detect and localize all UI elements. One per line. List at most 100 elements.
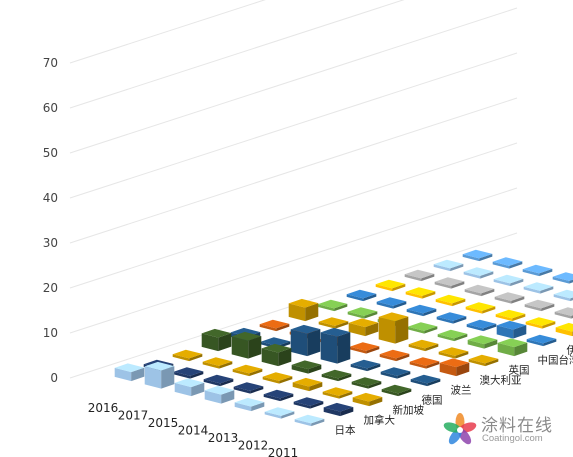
bar-front bbox=[496, 325, 514, 339]
bar-front bbox=[290, 329, 308, 357]
bar-top bbox=[409, 357, 440, 366]
bar-side bbox=[366, 346, 380, 354]
bar-front bbox=[376, 301, 394, 309]
bar-top bbox=[437, 329, 468, 339]
bar-日本-2012 bbox=[264, 407, 295, 419]
bar-日本-2017 bbox=[144, 361, 175, 389]
bar-front bbox=[321, 374, 339, 382]
bar-加拿大-2013 bbox=[263, 389, 294, 402]
bar-front bbox=[435, 299, 453, 307]
bar-美国-2017 bbox=[434, 277, 465, 289]
bar-side bbox=[307, 329, 321, 357]
bar-side bbox=[368, 381, 382, 389]
bar-top bbox=[262, 372, 293, 381]
bar-top bbox=[346, 289, 377, 299]
bar-front bbox=[464, 289, 482, 297]
bar-top bbox=[233, 382, 264, 391]
bar-front bbox=[495, 314, 513, 322]
bar-side bbox=[423, 308, 437, 317]
bar-波兰-2013 bbox=[350, 359, 381, 372]
bar-新加坡-2014 bbox=[262, 372, 293, 384]
bar-德国-2011 bbox=[381, 384, 412, 397]
bar-top bbox=[264, 407, 295, 416]
bar-side bbox=[337, 332, 351, 364]
bar-韩国-2013 bbox=[495, 309, 526, 322]
bar-side bbox=[251, 402, 265, 412]
bar-top bbox=[318, 317, 349, 326]
bar-side bbox=[396, 353, 410, 362]
bar-日本-2016 bbox=[114, 363, 145, 382]
bar-韩国-2015 bbox=[435, 294, 466, 307]
bar-top bbox=[261, 343, 292, 353]
bar-top bbox=[320, 327, 351, 337]
bar-side bbox=[543, 338, 557, 347]
bar-side bbox=[338, 373, 352, 382]
bar-top bbox=[292, 377, 323, 387]
bar-top bbox=[348, 318, 379, 328]
bar-side bbox=[421, 273, 435, 282]
bar-top bbox=[294, 414, 325, 424]
x-tick-label: 2017 bbox=[118, 408, 149, 422]
bar-top bbox=[349, 342, 380, 351]
bar-front bbox=[264, 411, 282, 419]
bar-side bbox=[483, 323, 497, 332]
bar-top bbox=[465, 302, 496, 311]
bar-side bbox=[539, 268, 553, 277]
bar-front bbox=[524, 304, 542, 312]
bar-front bbox=[347, 311, 365, 319]
bar-新加坡-2013 bbox=[292, 377, 323, 392]
bar-side bbox=[367, 363, 381, 372]
bar-side bbox=[221, 390, 235, 404]
bar-side bbox=[395, 316, 409, 344]
bar-top bbox=[493, 274, 524, 284]
bar-front bbox=[320, 332, 338, 364]
bar-front bbox=[172, 354, 190, 362]
y-tick-label: 50 bbox=[43, 146, 58, 160]
bar-top bbox=[347, 307, 378, 316]
bar-新加坡-2012 bbox=[322, 387, 353, 399]
bar-side bbox=[280, 393, 294, 402]
bar-英国-2015 bbox=[348, 318, 379, 337]
bar-side bbox=[479, 253, 493, 262]
bar-side bbox=[427, 378, 441, 387]
bar-美国-2012 bbox=[554, 307, 573, 319]
bar-side bbox=[279, 376, 293, 384]
bar-front bbox=[233, 386, 251, 394]
bar-top bbox=[405, 287, 436, 296]
bar-front bbox=[350, 364, 368, 372]
bar-front bbox=[522, 269, 540, 277]
bar-top bbox=[407, 322, 438, 331]
bar-side bbox=[450, 263, 464, 272]
bar-front bbox=[380, 371, 398, 379]
y-tick-label: 30 bbox=[43, 236, 58, 250]
bar-front bbox=[493, 279, 511, 287]
bar-top bbox=[293, 397, 324, 406]
bar-top bbox=[525, 317, 556, 326]
bar-top bbox=[410, 374, 441, 384]
bar-德国-2016 bbox=[201, 328, 232, 352]
bar-韩国-2011 bbox=[555, 322, 573, 337]
bar-伊朗-2012 bbox=[496, 320, 527, 339]
series-label: 加拿大 bbox=[364, 414, 396, 427]
bar-英国-2012 bbox=[438, 347, 469, 359]
bar-伊朗-2013 bbox=[466, 319, 497, 332]
bar-top bbox=[492, 257, 523, 266]
y-tick-label: 60 bbox=[43, 101, 58, 115]
y-tick-label: 0 bbox=[50, 371, 58, 385]
bar-front bbox=[408, 344, 426, 352]
bar-side bbox=[310, 401, 324, 409]
bar-中国-2014 bbox=[552, 272, 573, 284]
bar-英国-2014 bbox=[378, 312, 409, 344]
bar-front bbox=[439, 362, 457, 377]
bar-top bbox=[172, 349, 203, 359]
bar-日本-2013 bbox=[234, 397, 265, 412]
bar-top bbox=[260, 337, 291, 346]
bar-英国-2016 bbox=[288, 298, 319, 322]
bar-top bbox=[234, 397, 265, 407]
series-label: 澳大利亚 bbox=[480, 374, 522, 387]
bar-中国台湾-2016 bbox=[317, 299, 348, 312]
bar-中国台湾-2014 bbox=[407, 322, 438, 334]
bar-韩国-2016 bbox=[375, 279, 406, 292]
